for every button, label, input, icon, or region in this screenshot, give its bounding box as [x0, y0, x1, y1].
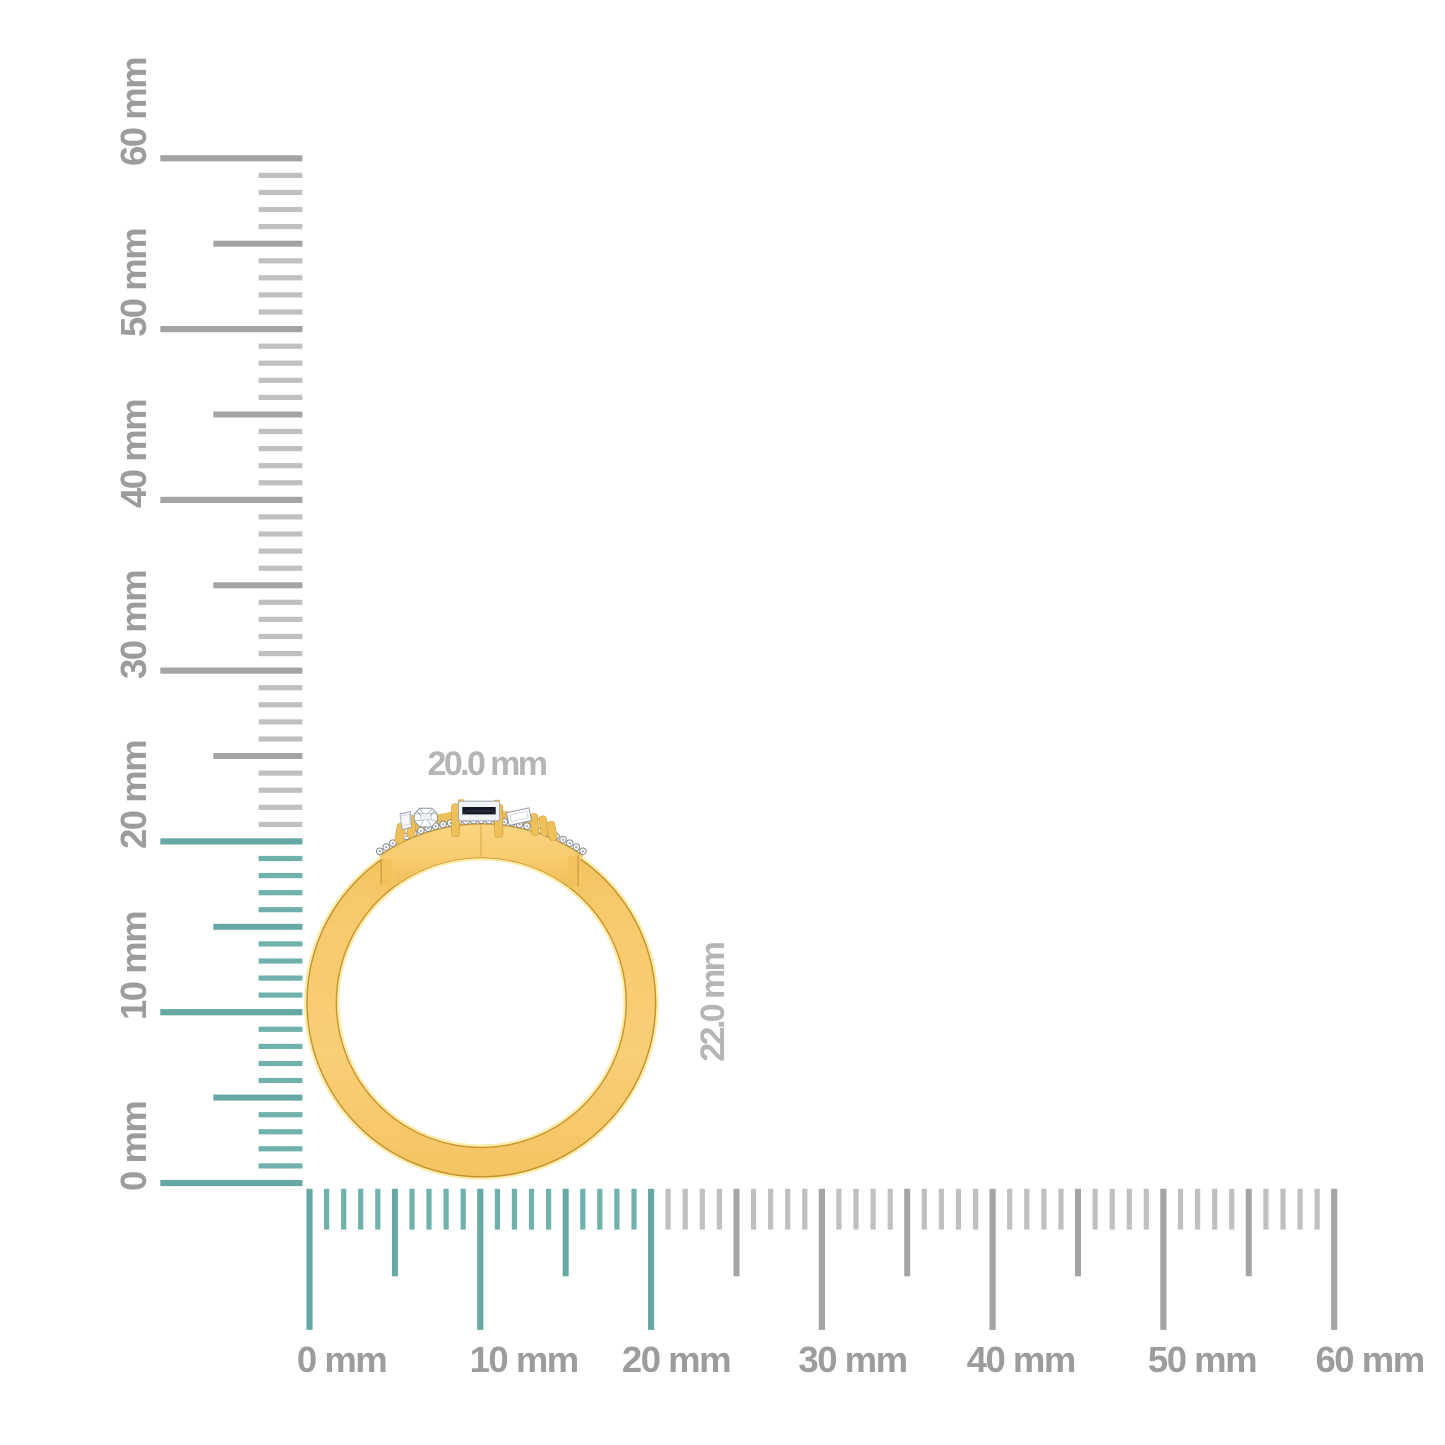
svg-text:0 mm: 0 mm	[297, 1339, 386, 1380]
svg-text:10 mm: 10 mm	[470, 1339, 578, 1380]
svg-text:22.0 mm: 22.0 mm	[694, 942, 732, 1061]
svg-text:40 mm: 40 mm	[113, 400, 154, 508]
svg-text:50 mm: 50 mm	[113, 229, 154, 337]
svg-text:40 mm: 40 mm	[967, 1339, 1075, 1380]
svg-text:60 mm: 60 mm	[113, 58, 154, 166]
svg-text:20 mm: 20 mm	[113, 741, 154, 849]
svg-text:20.0 mm: 20.0 mm	[428, 745, 547, 783]
svg-text:60 mm: 60 mm	[1316, 1339, 1424, 1380]
svg-text:50 mm: 50 mm	[1148, 1339, 1256, 1380]
svg-text:0 mm: 0 mm	[113, 1102, 154, 1191]
svg-text:30 mm: 30 mm	[798, 1339, 906, 1380]
svg-text:10 mm: 10 mm	[113, 912, 154, 1020]
svg-text:20 mm: 20 mm	[622, 1339, 730, 1380]
svg-text:30 mm: 30 mm	[113, 571, 154, 679]
